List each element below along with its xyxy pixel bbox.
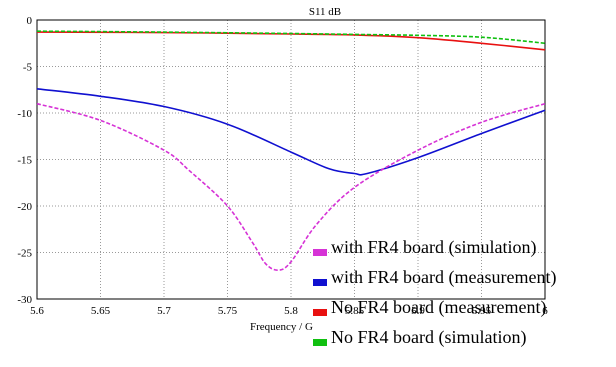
y-tick-label-0: 0 bbox=[27, 15, 33, 27]
legend-label-3: No FR4 board (simulation) bbox=[331, 327, 527, 347]
y-tick-label-5: -25 bbox=[17, 248, 32, 260]
x-tick-label-6: 5.9 bbox=[411, 305, 425, 317]
x-tick-label-7: 5.95 bbox=[472, 305, 492, 317]
x-tick-label-4: 5.8 bbox=[284, 305, 298, 317]
legend-swatch-3 bbox=[313, 338, 327, 346]
y-tick-label-1: -5 bbox=[23, 62, 33, 74]
axes: 5.6 5.65 5.7 5.75 5.8 5.85 5.9 5.95 6 0 -5 -10 -15 -2… bbox=[17, 15, 548, 317]
legend-swatch-0 bbox=[313, 248, 327, 256]
y-tick-label-6: -30 bbox=[17, 294, 32, 306]
legend: with FR4 board (simulation) with FR4 boa… bbox=[313, 232, 556, 352]
legend-label-0: with FR4 board (simulation) bbox=[331, 237, 537, 257]
legend-label-2: No FR4 board (measurement) bbox=[331, 297, 547, 317]
legend-item-2: No FR4 board (measurement) bbox=[313, 292, 556, 322]
x-tick-label-5: 5.85 bbox=[345, 305, 365, 317]
legend-item-0: with FR4 board (simulation) bbox=[313, 232, 556, 262]
y-tick-label-4: -20 bbox=[17, 201, 32, 213]
legend-item-1: with FR4 board (measurement) bbox=[313, 262, 556, 292]
plot-frame bbox=[36, 19, 546, 300]
x-axis-label: Frequency / G bbox=[250, 321, 313, 333]
x-tick-label-1: 5.65 bbox=[91, 305, 111, 317]
series-line-0 bbox=[36, 102, 546, 272]
x-tick-label-0: 5.6 bbox=[30, 305, 44, 317]
legend-swatch-1 bbox=[313, 278, 327, 286]
series-layer bbox=[36, 30, 546, 272]
chart-title: S11 dB bbox=[309, 6, 341, 18]
legend-item-3: No FR4 board (simulation) bbox=[313, 322, 556, 352]
x-tick-label-3: 5.75 bbox=[218, 305, 238, 317]
y-tick-label-2: -10 bbox=[17, 108, 32, 120]
legend-label-1: with FR4 board (measurement) bbox=[331, 267, 557, 287]
x-tick-label-8: 6 bbox=[542, 305, 548, 317]
series-line-3 bbox=[36, 30, 546, 45]
legend-swatch-2 bbox=[313, 308, 327, 316]
x-tick-label-2: 5.7 bbox=[157, 305, 171, 317]
series-line-1 bbox=[36, 88, 546, 176]
y-tick-label-3: -15 bbox=[17, 155, 32, 167]
